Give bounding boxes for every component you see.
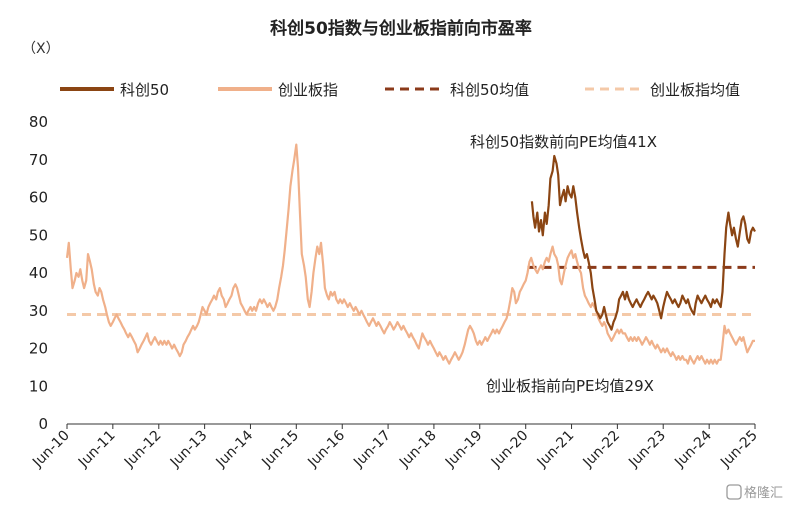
- x-tick-label: Jun-13: [167, 428, 211, 472]
- y-tick-label: 70: [29, 151, 48, 169]
- legend-label-chinext: 创业板指: [278, 81, 338, 99]
- y-tick-label: 0: [38, 415, 48, 433]
- x-tick-label: Jun-16: [304, 427, 348, 471]
- y-tick-label: 10: [29, 377, 48, 395]
- x-tick-label: Jun-20: [488, 428, 532, 472]
- x-tick-label: Jun-23: [625, 428, 669, 472]
- y-axis: 0 10 20 30 40 50 60 70 80: [29, 113, 48, 433]
- x-tick-label: Jun-22: [580, 428, 624, 472]
- y-tick-label: 80: [29, 113, 48, 131]
- x-tick-label: Jun-25: [717, 428, 761, 472]
- chart-title: 科创50指数与创业板指前向市盈率: [270, 18, 532, 39]
- y-tick-label: 20: [29, 340, 48, 358]
- y-tick-label: 40: [29, 264, 48, 282]
- y-unit-label: （X）: [22, 41, 60, 57]
- y-tick-label: 50: [29, 226, 48, 244]
- annotation-chinext-avg: 创业板指前向PE均值29X: [486, 377, 654, 395]
- x-tick-label: Jun-17: [350, 428, 394, 472]
- legend: 科创50 创业板指 科创50均值 创业板指均值: [60, 81, 740, 99]
- legend-label-chinext-avg: 创业板指均值: [650, 81, 740, 99]
- x-tick-label: Jun-21: [534, 428, 578, 472]
- legend-label-kechuang50-avg: 科创50均值: [450, 81, 529, 99]
- watermark: 格隆汇: [726, 484, 783, 501]
- watermark-text: 格隆汇: [744, 485, 783, 501]
- x-tick-label: Jun-14: [213, 427, 257, 471]
- x-tick-label: Jun-10: [29, 428, 73, 472]
- y-tick-label: 30: [29, 302, 48, 320]
- x-tick-label: Jun-12: [121, 428, 165, 472]
- annotation-kechuang50-avg: 科创50指数前向PE均值41X: [470, 133, 657, 151]
- y-tick-label: 60: [29, 189, 48, 207]
- plot-area: [65, 143, 756, 365]
- series-line-chinext: [65, 143, 755, 365]
- x-axis: Jun-10 Jun-11 Jun-12 Jun-13 Jun-14 Jun-15 Jun-…: [29, 423, 761, 472]
- watermark-logo-icon: [726, 484, 742, 500]
- x-tick-label: Jun-11: [75, 428, 119, 472]
- x-tick-label: Jun-24: [671, 427, 715, 471]
- series-line-kechuang50: [530, 154, 756, 331]
- x-tick-label: Jun-18: [396, 428, 440, 472]
- x-tick-label: Jun-15: [258, 428, 302, 472]
- x-tick-label: Jun-19: [442, 428, 486, 472]
- legend-label-kechuang50: 科创50: [120, 81, 169, 99]
